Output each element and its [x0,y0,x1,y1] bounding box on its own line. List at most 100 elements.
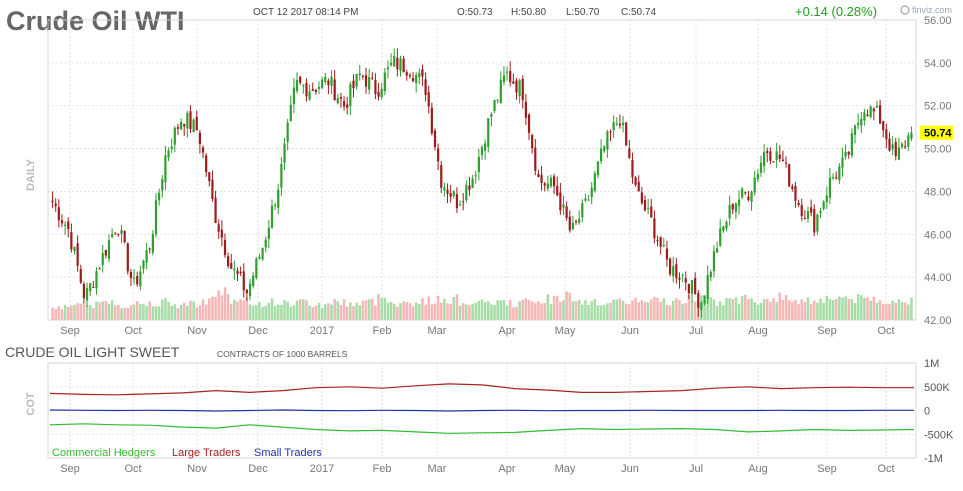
price-x-tick-label: Dec [248,325,268,337]
candle-body [314,89,317,92]
candle-body [784,162,788,164]
brand-logo[interactable]: finviz.com [900,5,952,15]
volume-bar [349,302,352,320]
volume-bar [433,303,437,320]
candle-body [274,204,277,206]
volume-bar [869,300,872,320]
volume-bar [355,302,358,320]
candle-body [725,221,728,229]
cot-subtitle: CONTRACTS OF 1000 BARRELS [217,349,348,359]
candle-body [800,205,803,217]
candle-body [731,203,734,210]
candle-body [421,69,424,77]
candle-body [98,268,101,270]
volume-bar [157,306,161,320]
volume-bar [881,304,885,320]
candle-body [252,275,255,287]
candle-body [120,229,123,234]
candle-body [537,173,540,178]
candle-body [408,75,412,77]
volume-bar [430,304,434,320]
volume-bar [772,298,775,320]
candle-body [242,271,245,291]
candle-body [612,122,615,131]
candle-body [64,224,67,226]
globe-icon [900,5,910,15]
volume-bar [251,305,255,320]
candle-body [668,258,672,275]
cot-y-tick-label: 0 [924,406,930,418]
candle-body [393,56,396,67]
candle-body [264,239,267,248]
volume-bar [167,301,170,320]
volume-bar [468,305,471,320]
volume-bar [367,299,371,320]
volume-bar [750,298,753,320]
volume-bar [267,302,271,320]
candle-body [756,173,759,180]
volume-bar [195,307,199,320]
candle-body [565,206,568,219]
volume-bar [615,299,619,320]
volume-bar [396,306,399,320]
volume-bar [164,298,167,320]
candle-body [145,250,148,263]
volume-bar [681,304,684,320]
volume-bar [819,298,822,320]
candle-body [317,86,321,89]
candle-body [888,138,891,151]
candle-body [164,155,167,183]
price-x-tick-label: Jun [621,325,639,337]
candle-body [512,81,515,84]
candle-body [531,135,534,149]
candle-body [675,264,678,279]
candle-body [462,201,465,203]
candle-body [753,177,756,193]
volume-bar [656,297,659,320]
volume-bar [559,301,562,320]
candle-body [286,122,289,142]
volume-bar [132,304,136,320]
candle-body [509,71,512,83]
last-price-tag: 50.74 [920,125,953,140]
period-label: DAILY [25,158,37,191]
candle-body [647,208,650,210]
volume-bar [443,298,446,320]
candle-body [129,272,133,279]
cot-lines [49,383,915,434]
volume-bar [668,305,672,320]
candle-body [227,256,230,267]
last-price-value: 50.74 [924,128,952,140]
candle-body [653,218,656,239]
volume-bar [634,297,637,320]
candle-body [418,72,421,78]
candle-body [662,244,665,246]
volume-bar [894,303,898,320]
cot-x-tick-label: Nov [187,463,207,475]
volume-bar [402,301,405,320]
volume-bar [392,303,396,320]
candle-body [380,88,383,98]
volume-bar [264,305,267,320]
candle-body [606,131,609,150]
cot-series-line [49,409,914,412]
candle-body [791,186,794,189]
volume-bar [722,305,725,320]
candle-body [715,248,719,253]
candle-body [54,203,57,207]
volume-bar [737,304,741,320]
candle-body [534,147,537,171]
candle-body [333,79,336,101]
price-x-tick-label: 2017 [310,325,334,337]
brand-text: finviz.com [912,5,952,15]
volume-bar [650,299,653,320]
volume-bar [496,300,499,320]
candle-body [603,146,606,152]
volume-bar [834,298,838,320]
volume-bar [628,304,631,320]
candle-body [505,71,509,73]
volume-bar [703,300,706,320]
candle-body [161,179,164,191]
volume-bar [515,306,518,320]
price-grid [48,19,916,321]
